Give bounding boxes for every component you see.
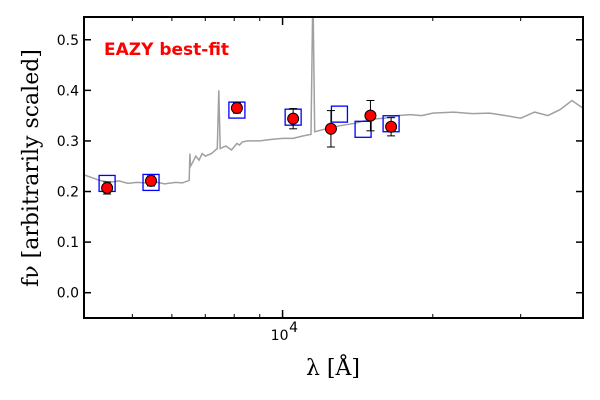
x-tick-exponent: 4 xyxy=(289,320,298,336)
observed-marker xyxy=(385,120,398,133)
fit-annotation: EAZY best-fit xyxy=(104,40,229,60)
y-tick-label: 0.1 xyxy=(57,235,79,251)
x-axis-label: λ [Å] xyxy=(306,353,360,381)
observed-point-7 xyxy=(385,117,398,137)
observed-marker xyxy=(230,102,243,115)
model-photometry-series xyxy=(98,101,400,193)
observed-marker xyxy=(287,112,300,125)
y-tick-label: 0.3 xyxy=(57,134,79,150)
y-axis-label: fν [arbitrarily scaled] xyxy=(19,49,44,287)
plot-frame xyxy=(83,16,584,319)
y-tick-label: 0.0 xyxy=(57,286,79,302)
observed-point-3 xyxy=(230,102,243,115)
observed-marker xyxy=(101,181,114,194)
template-spectrum xyxy=(84,17,583,185)
observed-point-1 xyxy=(101,181,114,195)
observed-marker xyxy=(364,109,377,122)
axis-ticks: 0.0 0.1 0.2 0.3 0.4 0.5 10 4 xyxy=(57,17,583,344)
x-tick-label: 10 xyxy=(271,328,289,344)
y-tick-label: 0.2 xyxy=(57,185,79,201)
observed-point-4 xyxy=(287,108,300,130)
observed-marker xyxy=(145,174,158,187)
observed-point-6 xyxy=(364,99,377,132)
model-box-5 xyxy=(330,105,349,123)
y-tick-label: 0.5 xyxy=(57,33,79,49)
y-tick-label: 0.4 xyxy=(57,83,79,99)
observed-point-2 xyxy=(145,174,158,187)
observed-point-5 xyxy=(324,110,337,148)
model-box-2 xyxy=(142,173,160,192)
model-box-6 xyxy=(354,120,372,138)
observed-marker xyxy=(324,122,337,135)
observed-photometry-series xyxy=(101,99,398,195)
template-spectrum-line xyxy=(84,17,583,185)
